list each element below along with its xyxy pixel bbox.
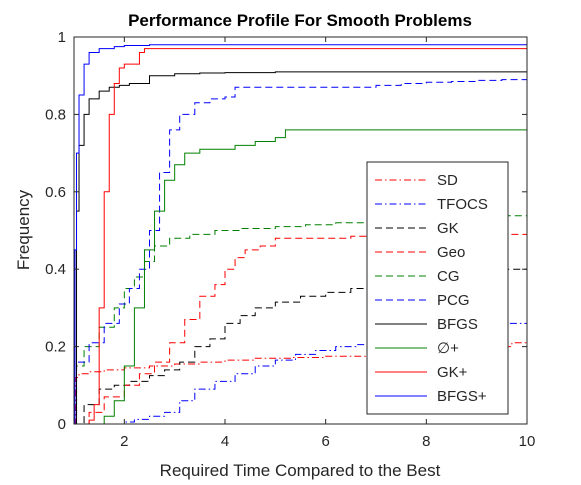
legend-label-7: BFGS: [437, 316, 478, 333]
chart-title: Performance Profile For Smooth Problems: [128, 11, 472, 30]
series-line-8: [74, 129, 527, 425]
legend-label-6: PCG: [437, 292, 470, 309]
series-line-9: [74, 48, 527, 425]
legend-label-1: SD: [437, 172, 458, 189]
axes: 2 4 6 8 10 0 0.2 0.4 0.6 0.8 1: [45, 29, 535, 450]
legend-label-4: Geo: [437, 244, 465, 261]
x-tick-label: 4: [221, 433, 229, 450]
y-axis-label: Frequency: [14, 189, 33, 270]
series-line-7: [74, 71, 527, 425]
legend-label-10: BFGS+: [437, 388, 487, 405]
series-line-6: [74, 79, 527, 425]
x-tick-label: 6: [321, 433, 329, 450]
y-tick-label: 0.6: [45, 184, 66, 201]
legend-label-2: TFOCS: [437, 196, 488, 213]
x-tick-label: 10: [519, 433, 536, 450]
legend-label-9: GK+: [437, 364, 468, 381]
y-tick-label: 0.4: [45, 261, 66, 278]
axes-box: [73, 36, 528, 425]
x-tick-label: 2: [120, 433, 128, 450]
y-tick-label: 0: [58, 416, 66, 433]
y-tick-label: 0.2: [45, 339, 66, 356]
legend: SD TFOCS GK Geo CG PCG BFGS ∅+ GK+ BFGS+: [366, 161, 509, 415]
series-line-10: [74, 44, 527, 425]
y-tick-label: 0.8: [45, 106, 66, 123]
legend-label-3: GK: [437, 220, 459, 237]
legend-label-8: ∅+: [437, 340, 459, 357]
legend-label-5: CG: [437, 268, 460, 285]
x-tick-label: 8: [422, 433, 430, 450]
y-tick-label: 1: [58, 29, 66, 46]
series-line-4: [74, 233, 527, 425]
x-axis-label: Required Time Compared to the Best: [160, 461, 441, 480]
